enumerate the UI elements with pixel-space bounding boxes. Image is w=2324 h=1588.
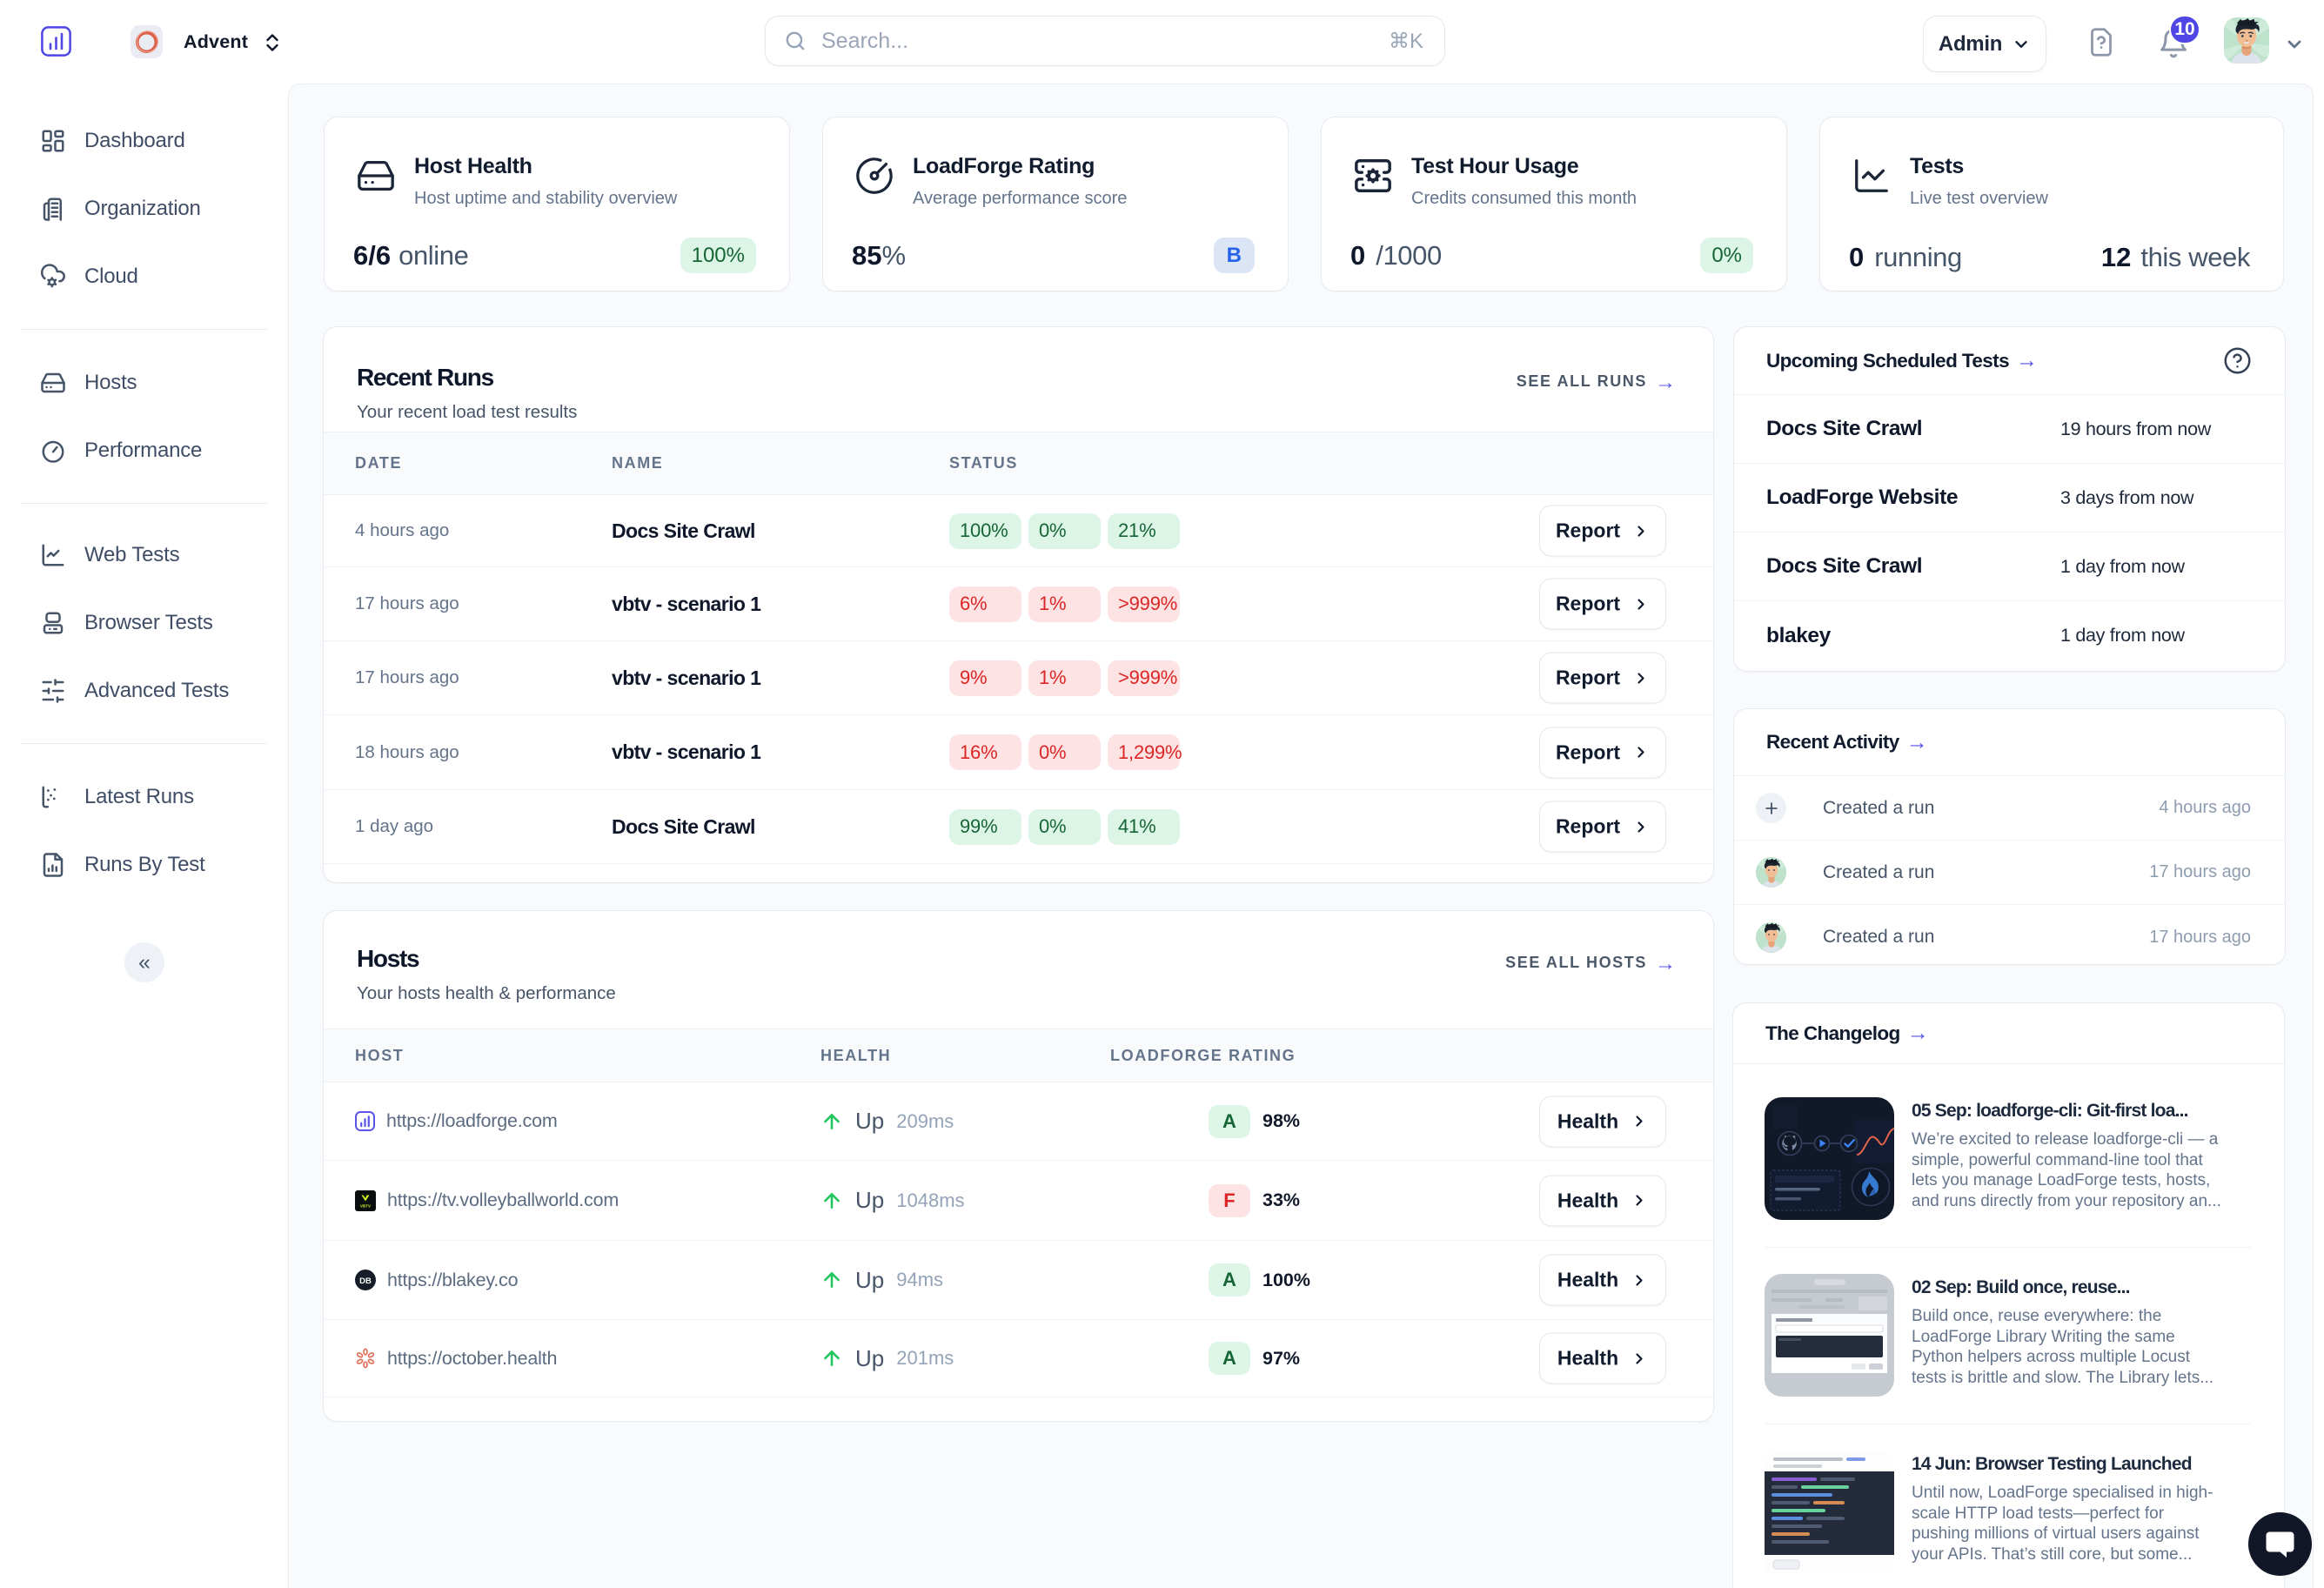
svg-text:VBTV: VBTV: [360, 1203, 372, 1208]
svg-text:DB: DB: [359, 1276, 372, 1286]
